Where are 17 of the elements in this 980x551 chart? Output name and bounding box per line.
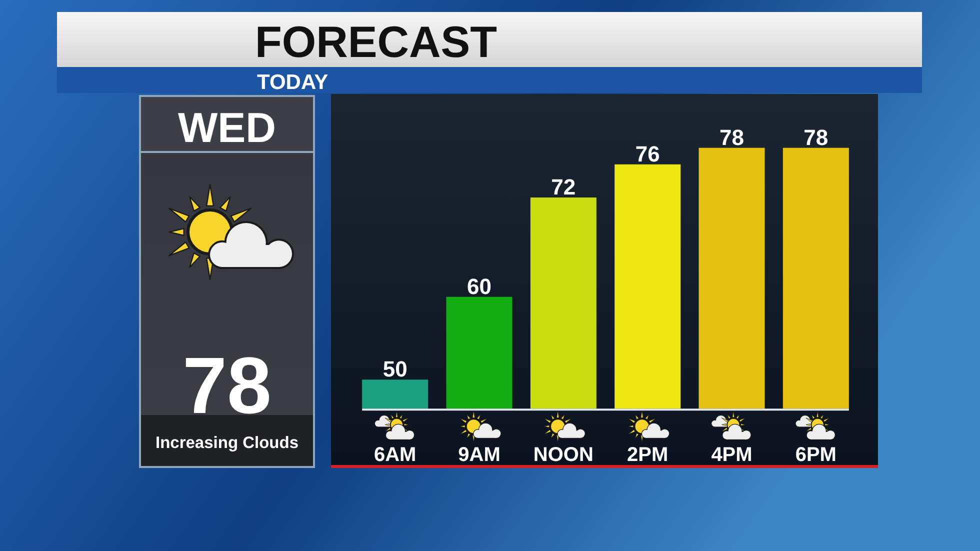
data-label: 76 (635, 141, 660, 166)
chart-title: FORECAST (255, 18, 498, 67)
text: WED (178, 104, 276, 151)
data-label: 72 (551, 174, 576, 200)
data-label: 60 (467, 274, 492, 299)
chart-subtitle: TODAY (257, 71, 328, 94)
x-tick-label: NOON (533, 444, 594, 466)
data-label: 78 (720, 124, 744, 150)
data-label: 78 (804, 124, 828, 150)
x-tick-label: 6AM (374, 444, 416, 466)
text: 78 (182, 341, 272, 430)
x-tick-label: 2PM (627, 444, 668, 466)
x-tick-label: 9AM (458, 444, 500, 466)
x-tick-label: 6PM (795, 444, 836, 466)
text: Increasing Clouds (155, 434, 299, 452)
x-tick-label: 4PM (711, 444, 752, 466)
data-label: 50 (382, 356, 408, 382)
